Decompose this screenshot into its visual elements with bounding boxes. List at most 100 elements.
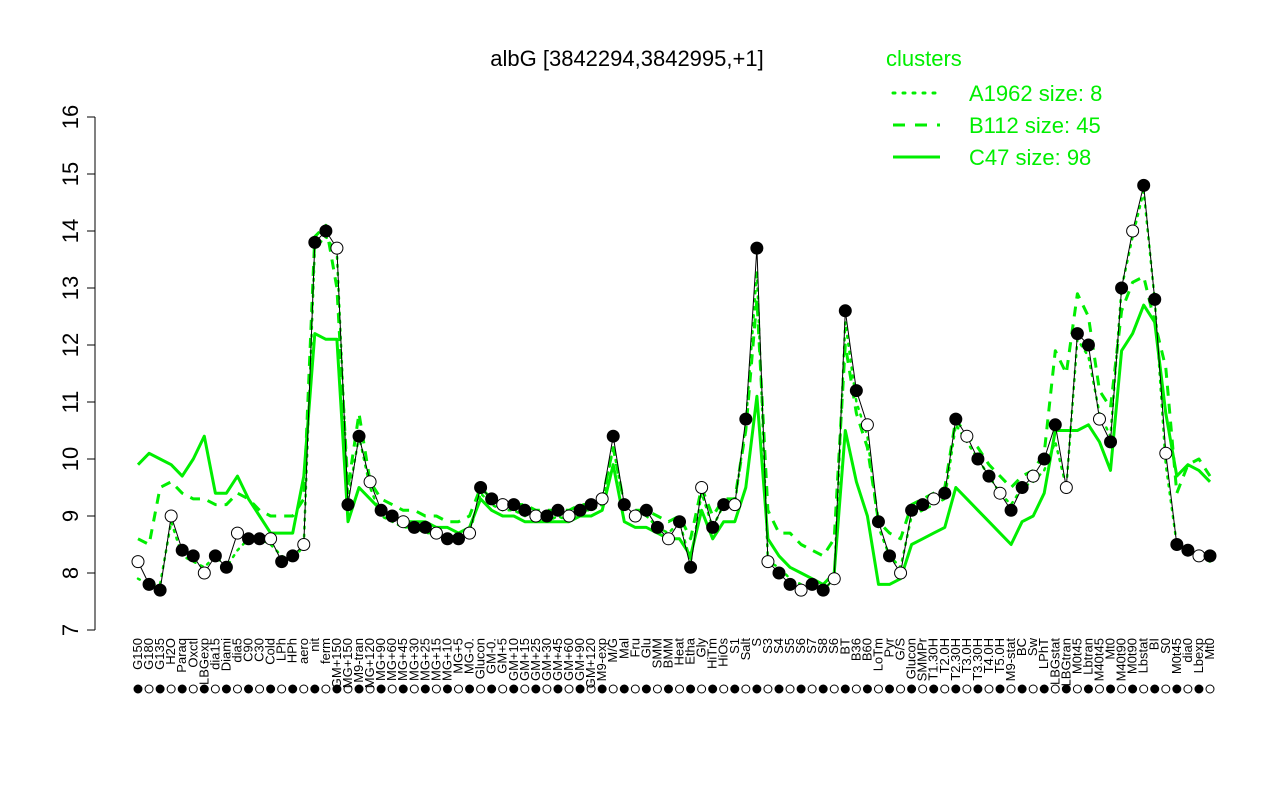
data-point xyxy=(816,583,830,597)
x-rug-marker xyxy=(873,684,883,694)
data-point xyxy=(418,520,432,534)
x-rug-marker xyxy=(1050,684,1060,694)
x-rug-marker xyxy=(1194,684,1204,694)
data-point xyxy=(131,555,145,569)
x-tick-label: S4 xyxy=(771,638,786,654)
x-rug-marker xyxy=(431,684,441,694)
data-point xyxy=(628,509,642,523)
x-tick-label: M0t90 xyxy=(1125,638,1140,674)
data-point xyxy=(463,526,477,540)
data-point xyxy=(264,532,278,546)
x-tick-label: M9-stat xyxy=(1003,638,1018,682)
x-rug-marker xyxy=(155,684,165,694)
x-tick-label: Gly xyxy=(694,638,709,658)
data-point xyxy=(1203,549,1217,563)
x-rug-marker xyxy=(962,684,972,694)
x-rug-marker xyxy=(387,684,397,694)
x-rug-marker xyxy=(409,684,419,694)
x-tick-label: HiOs xyxy=(716,638,731,667)
data-point xyxy=(827,572,841,586)
y-tick-label: 8 xyxy=(58,567,83,579)
x-tick-label: S8 xyxy=(815,638,830,654)
data-point xyxy=(1015,481,1029,494)
x-rug-marker xyxy=(310,684,320,694)
x-rug-marker xyxy=(1006,684,1016,694)
x-tick-label: T2.0H xyxy=(937,638,952,673)
data-point xyxy=(540,509,554,523)
x-tick-label: S7 xyxy=(804,638,819,654)
y-tick-label: 14 xyxy=(58,219,83,243)
data-point xyxy=(253,532,267,546)
x-rug-marker xyxy=(365,684,375,694)
data-point xyxy=(186,549,200,563)
x-tick-label: Heat xyxy=(672,638,687,666)
x-tick-label: M/G xyxy=(605,638,620,663)
x-tick-label: Paraq xyxy=(174,638,189,673)
x-tick-label: BMM xyxy=(660,638,675,668)
x-rug-marker xyxy=(420,684,430,694)
x-tick-label: LBGtran xyxy=(1058,638,1073,686)
data-point xyxy=(960,429,974,443)
data-point xyxy=(164,509,178,523)
x-tick-label: H2O xyxy=(163,638,178,665)
data-point xyxy=(341,498,355,512)
x-rug-marker xyxy=(1083,684,1093,694)
x-tick-label: T4.0H xyxy=(981,638,996,673)
x-tick-label: B60 xyxy=(859,638,874,661)
x-tick-label: Fru xyxy=(627,638,642,658)
x-rug-marker xyxy=(221,684,231,694)
x-tick-label: MG+5 xyxy=(450,638,465,674)
data-point xyxy=(949,412,963,426)
data-point xyxy=(319,224,333,238)
x-tick-label: G/S xyxy=(893,638,908,661)
x-rug-marker xyxy=(675,684,685,694)
x-tick-label: GM+45 xyxy=(550,638,565,681)
albg-line xyxy=(137,185,1210,591)
x-tick-label: M0t45 xyxy=(1169,638,1184,674)
x-rug-marker xyxy=(453,684,463,694)
data-point xyxy=(153,583,167,597)
x-tick-label: BC xyxy=(1014,638,1029,656)
data-point xyxy=(485,492,499,506)
x-rug-marker xyxy=(1028,684,1038,694)
x-rug-marker xyxy=(376,684,386,694)
x-rug-marker xyxy=(619,684,629,694)
x-tick-label: M40t90 xyxy=(1114,638,1129,681)
x-rug-marker xyxy=(785,684,795,694)
x-tick-label: S6 xyxy=(826,638,841,654)
x-tick-label: G135 xyxy=(152,638,167,670)
x-rug-marker xyxy=(354,684,364,694)
x-tick-label: T2.30H xyxy=(948,638,963,681)
x-tick-label: SMM xyxy=(649,638,664,668)
x-rug-marker xyxy=(531,684,541,694)
data-point xyxy=(440,532,454,546)
data-point xyxy=(971,452,985,466)
x-rug-marker xyxy=(266,684,276,694)
x-tick-label: GM+90 xyxy=(572,638,587,681)
x-rug-marker xyxy=(763,684,773,694)
x-rug-marker xyxy=(973,684,983,694)
data-point xyxy=(750,241,764,255)
x-rug-marker xyxy=(1139,684,1149,694)
x-rug-marker xyxy=(575,684,585,694)
data-point xyxy=(208,549,222,563)
y-tick-label: 7 xyxy=(58,624,83,636)
data-point xyxy=(297,538,311,551)
x-tick-label: T3.0H xyxy=(959,638,974,673)
data-point xyxy=(783,577,797,591)
data-point xyxy=(584,498,598,512)
x-tick-label: LBGstat xyxy=(1047,638,1062,685)
x-rug-marker xyxy=(398,684,408,694)
data-point xyxy=(883,549,897,563)
x-tick-label: Diami xyxy=(218,638,233,671)
data-point xyxy=(496,498,510,512)
data-point xyxy=(849,384,863,398)
data-point xyxy=(1148,292,1162,306)
x-tick-label: LPhT xyxy=(1036,638,1051,669)
data-point xyxy=(1104,435,1118,449)
x-tick-label: HiTm xyxy=(705,638,720,669)
x-tick-label: C30 xyxy=(252,638,267,662)
x-tick-label: aero xyxy=(296,638,311,664)
y-tick-label: 16 xyxy=(58,105,83,129)
x-tick-label: BI xyxy=(1147,638,1162,650)
